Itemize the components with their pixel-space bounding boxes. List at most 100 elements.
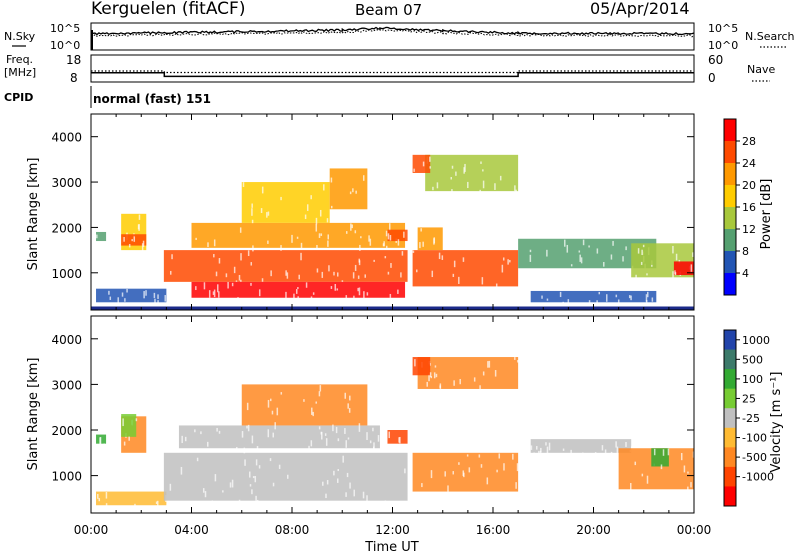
velocity-gap <box>545 442 547 446</box>
velocity-gap <box>466 454 469 457</box>
velocity-gap <box>236 447 238 452</box>
power-gap <box>323 184 325 191</box>
nsky-right-tick-top: 10^5 <box>708 22 738 35</box>
power-gap <box>251 203 253 208</box>
power-gap <box>354 264 357 271</box>
velocity-gap <box>318 426 321 430</box>
velocity-gap <box>468 467 471 473</box>
power-gap <box>169 270 172 275</box>
power-colorbar-swatch <box>724 163 736 186</box>
power-gap <box>195 286 197 291</box>
power-gap <box>164 295 166 302</box>
power-gap <box>481 277 484 285</box>
power-gap <box>637 248 640 254</box>
power-gap <box>640 261 643 265</box>
power-gap <box>327 234 330 240</box>
power-gap <box>250 262 253 266</box>
power-gap <box>315 217 318 225</box>
power-cell <box>163 250 408 282</box>
power-gap <box>195 237 197 240</box>
velocity-gap <box>515 482 517 489</box>
power-gap <box>360 236 362 239</box>
velocity-gap <box>256 499 259 502</box>
power-gap <box>142 240 145 247</box>
velocity-gap <box>280 392 283 395</box>
power-gap <box>327 240 329 247</box>
power-gap <box>431 270 434 278</box>
velocity-gap <box>333 470 335 476</box>
power-gap <box>675 253 678 261</box>
velocity-gap <box>348 408 351 413</box>
velocity-gap <box>683 465 686 473</box>
power-gap <box>412 250 415 253</box>
power-gap <box>285 291 287 300</box>
velocity-y-ticks: 1000 2000 3000 4000 <box>51 333 694 484</box>
power-cell <box>387 229 408 242</box>
velocity-gap <box>615 441 617 448</box>
power-gap <box>352 188 354 193</box>
velocity-cell <box>412 357 431 376</box>
power-gap <box>364 274 366 278</box>
beam-title: Beam 07 <box>355 1 422 19</box>
velocity-ytick-label: 2000 <box>51 424 82 438</box>
velocity-gap <box>452 471 455 475</box>
nsky-frame <box>90 22 695 51</box>
velocity-gap <box>244 459 246 466</box>
power-gap <box>357 275 360 279</box>
power-gap <box>171 254 173 260</box>
velocity-gap <box>122 418 124 427</box>
x-tick-label: 16:00 <box>476 523 511 537</box>
velocity-colorbar-tick-label: 100 <box>742 373 763 386</box>
velocity-gap <box>430 376 433 379</box>
power-gap <box>297 287 299 290</box>
power-gap <box>541 295 543 299</box>
velocity-cell <box>530 439 632 453</box>
power-gap <box>330 286 333 289</box>
power-cell <box>412 154 431 173</box>
power-cell <box>191 281 406 298</box>
velocity-gap <box>200 431 202 435</box>
power-gap <box>138 224 140 231</box>
power-gap <box>674 270 676 275</box>
power-gap <box>233 266 236 274</box>
velocity-gap <box>428 374 430 382</box>
power-gap <box>566 244 569 253</box>
power-colorbar-swatch <box>724 251 736 274</box>
power-gap <box>582 239 585 246</box>
velocity-gap <box>662 449 665 456</box>
velocity-gap <box>251 435 254 444</box>
power-gap <box>507 259 509 265</box>
velocity-gap <box>516 463 519 472</box>
power-gap <box>280 196 282 201</box>
velocity-gap <box>630 446 633 449</box>
power-gap <box>280 245 282 251</box>
velocity-gap <box>155 501 158 504</box>
power-gap <box>305 282 308 288</box>
nsky-left-tick-top: 10^5 <box>50 22 80 35</box>
power-gap <box>258 289 261 297</box>
nsky-panel: N.Sky 10^5 10^0 10^5 10^0 N.Search <box>4 22 795 52</box>
velocity-cell <box>178 425 380 449</box>
velocity-gap <box>337 438 340 442</box>
velocity-gap <box>486 477 489 485</box>
velocity-gap <box>271 410 274 415</box>
power-gap <box>369 238 372 246</box>
velocity-gap <box>660 464 663 470</box>
velocity-gap <box>276 407 279 416</box>
power-gap <box>362 175 365 181</box>
power-colorbar-swatch <box>724 207 736 230</box>
power-gap <box>383 241 385 247</box>
power-gap <box>336 288 339 291</box>
velocity-colorbar-tick-label: -25 <box>742 412 760 425</box>
power-gap <box>606 294 608 302</box>
velocity-gap <box>194 429 196 433</box>
power-gap <box>672 245 674 254</box>
power-gap <box>366 292 369 296</box>
power-cell <box>241 182 330 223</box>
power-gap <box>261 278 264 282</box>
velocity-gap <box>349 395 351 401</box>
power-gap <box>123 236 125 242</box>
power-gap <box>297 296 299 302</box>
velocity-colorbar-swatch <box>724 466 736 487</box>
power-gap <box>385 230 388 237</box>
